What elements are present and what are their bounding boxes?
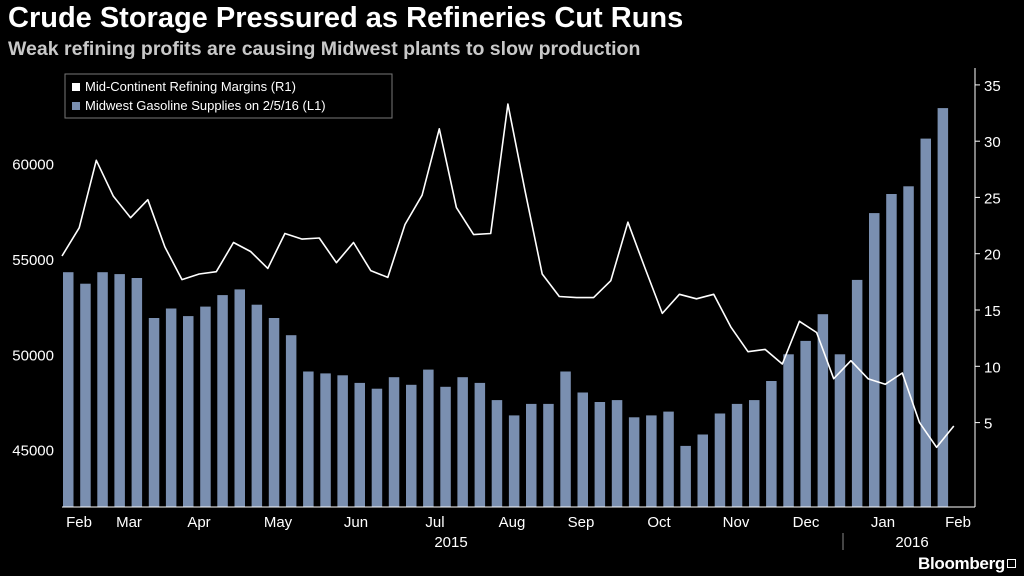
bar — [371, 388, 383, 507]
right-tick-label: 30 — [984, 134, 1001, 151]
legend-box — [64, 73, 393, 119]
legend-label: Mid-Continent Refining Margins (R1) — [85, 79, 296, 94]
bloomberg-logo: Bloomberg — [918, 554, 1016, 574]
month-label: Oct — [647, 514, 671, 531]
bar — [320, 373, 331, 507]
bar — [903, 186, 914, 508]
bar — [766, 381, 777, 507]
bar — [165, 308, 177, 507]
bar — [337, 375, 348, 507]
bar — [817, 314, 829, 507]
bar — [714, 413, 726, 507]
margins-line — [61, 103, 955, 449]
bar — [869, 213, 880, 507]
bar — [97, 272, 108, 507]
bar — [457, 377, 468, 507]
legend-swatch — [72, 83, 80, 91]
month-label: Jul — [425, 514, 444, 531]
left-tick-label: 60000 — [12, 156, 54, 173]
bar — [491, 400, 503, 507]
bar — [131, 278, 143, 507]
right-tick-label: 35 — [984, 78, 1001, 95]
bar — [423, 369, 434, 507]
month-label: Aug — [499, 514, 526, 531]
bar — [508, 415, 520, 507]
legend-label: Midwest Gasoline Supplies on 2/5/16 (L1) — [85, 98, 326, 113]
right-tick-label: 20 — [984, 247, 1001, 264]
month-label: Feb — [945, 514, 971, 531]
bar — [63, 272, 74, 507]
bar — [937, 108, 949, 507]
bar — [303, 371, 314, 507]
bar — [731, 403, 743, 507]
chart-subtitle: Weak refining profits are causing Midwes… — [8, 38, 641, 60]
bar — [200, 306, 211, 507]
bar — [886, 194, 897, 507]
month-label: Apr — [187, 514, 210, 531]
right-tick-label: 25 — [984, 190, 1001, 207]
bar — [594, 402, 606, 507]
bar — [80, 283, 91, 507]
bar — [749, 400, 760, 507]
chart-title: Crude Storage Pressured as Refineries Cu… — [8, 2, 684, 34]
bar — [611, 400, 623, 507]
bar — [388, 377, 400, 507]
bar — [526, 403, 537, 507]
bar — [680, 445, 691, 507]
month-label: Sep — [568, 514, 595, 531]
bar — [834, 354, 846, 507]
bar — [543, 403, 554, 507]
bar — [440, 386, 451, 507]
month-label: May — [264, 514, 293, 531]
left-tick-label: 50000 — [12, 347, 54, 364]
bar — [920, 138, 931, 507]
bar — [148, 318, 160, 507]
bar — [646, 415, 657, 507]
year-label: 2016 — [895, 534, 928, 551]
left-tick-label: 45000 — [12, 443, 54, 460]
legend-swatch — [72, 102, 80, 110]
right-tick-label: 5 — [984, 416, 992, 433]
bar — [268, 318, 280, 507]
bar — [474, 382, 486, 507]
bar — [234, 289, 245, 507]
bar — [217, 295, 228, 507]
bar — [663, 411, 674, 507]
left-tick-label: 55000 — [12, 252, 54, 269]
month-label: Mar — [116, 514, 142, 531]
brand-name: Bloomberg — [917, 554, 1005, 573]
month-label: Jun — [344, 514, 368, 531]
bar — [285, 335, 297, 507]
month-label: Dec — [793, 514, 820, 531]
bar — [560, 371, 571, 507]
brand-mark-icon — [1007, 559, 1016, 568]
month-label: Nov — [723, 514, 750, 531]
month-label: Jan — [871, 514, 895, 531]
bar — [114, 274, 125, 507]
bar — [628, 417, 640, 507]
bar — [800, 340, 811, 507]
bar — [354, 382, 365, 507]
year-label: 2015 — [434, 534, 467, 551]
bar — [697, 434, 708, 507]
month-label: Feb — [66, 514, 92, 531]
bar — [577, 392, 588, 507]
bar — [406, 384, 417, 507]
bar — [783, 354, 794, 507]
right-tick-label: 15 — [984, 303, 1001, 320]
bar — [851, 279, 863, 507]
right-tick-label: 10 — [984, 359, 1001, 376]
bar — [183, 316, 194, 507]
bar — [251, 304, 263, 507]
